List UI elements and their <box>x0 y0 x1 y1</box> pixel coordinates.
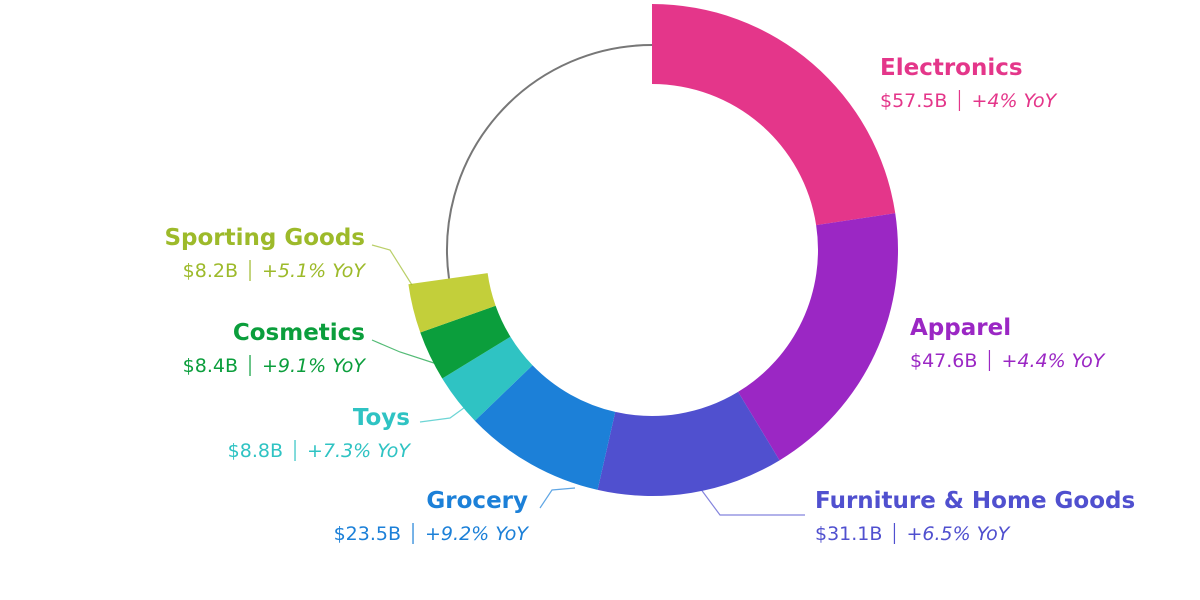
change-label: +6.5% YoY <box>906 523 1010 545</box>
category-label: Sporting Goods <box>164 225 365 251</box>
change-label: +5.1% YoY <box>262 260 366 282</box>
donut-segment <box>738 213 898 461</box>
leader-line <box>371 244 413 286</box>
donut-segment <box>474 365 616 490</box>
donut-segment <box>408 273 496 333</box>
value-label: $31.1B <box>815 523 882 545</box>
value-label: $8.8B <box>228 440 283 462</box>
change-label: +9.2% YoY <box>425 523 529 545</box>
donut-segment <box>652 4 896 226</box>
change-label: +7.3% YoY <box>307 440 411 462</box>
leader-line <box>371 339 441 366</box>
donut-segment <box>420 305 511 379</box>
value-label: $8.4B <box>183 355 238 377</box>
change-label: +4.4% YoY <box>1001 350 1105 372</box>
change-label: +4% YoY <box>971 90 1057 112</box>
value-label: $47.6B <box>910 350 977 372</box>
value-label: $8.2B <box>183 260 238 282</box>
category-label: Furniture & Home Goods <box>815 488 1135 514</box>
remainder-arc <box>446 44 653 279</box>
category-label: Toys <box>353 405 410 431</box>
leader-line <box>539 487 576 509</box>
change-label: +9.1% YoY <box>262 355 366 377</box>
category-label: Electronics <box>880 55 1023 81</box>
leader-line <box>699 487 805 516</box>
category-label: Grocery <box>426 488 528 514</box>
value-label: $57.5B <box>880 90 947 112</box>
category-label: Apparel <box>910 315 1011 341</box>
donut-segment <box>597 391 780 496</box>
donut-segment <box>442 336 533 421</box>
leader-line <box>419 404 469 423</box>
category-label: Cosmetics <box>233 320 365 346</box>
value-label: $23.5B <box>334 523 401 545</box>
